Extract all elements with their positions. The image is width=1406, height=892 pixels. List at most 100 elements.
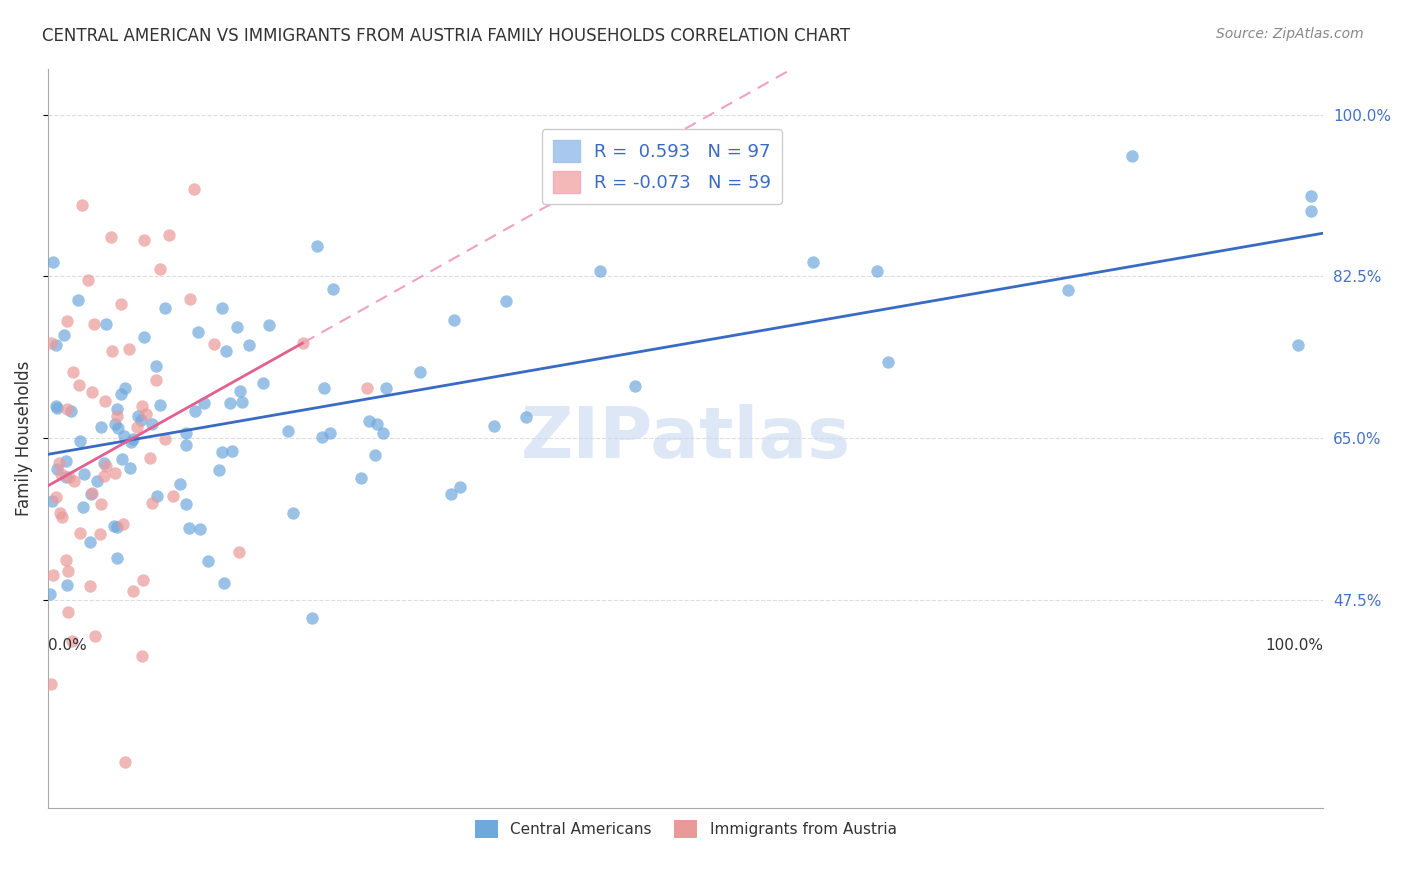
Point — [105, 519, 128, 533]
Point — [94, 394, 117, 409]
Point — [187, 325, 209, 339]
Point — [371, 426, 394, 441]
Legend: Central Americans, Immigrants from Austria: Central Americans, Immigrants from Austr… — [468, 814, 903, 845]
Point — [105, 401, 128, 416]
Point — [56, 578, 79, 592]
Point — [1121, 149, 1143, 163]
Point — [174, 425, 197, 440]
Point — [72, 500, 94, 514]
Point — [515, 409, 537, 424]
Point — [374, 380, 396, 394]
Point — [238, 337, 260, 351]
Text: Source: ZipAtlas.com: Source: ZipAtlas.com — [1216, 27, 1364, 41]
Point — [131, 399, 153, 413]
Point — [215, 344, 238, 359]
Point — [70, 197, 93, 211]
Point — [134, 233, 156, 247]
Point — [58, 469, 80, 483]
Point — [90, 420, 112, 434]
Point — [48, 507, 70, 521]
Point — [623, 379, 645, 393]
Point — [69, 434, 91, 448]
Point — [131, 648, 153, 663]
Point — [1286, 338, 1309, 352]
Point — [1299, 204, 1322, 219]
Point — [118, 342, 141, 356]
Text: 0.0%: 0.0% — [48, 638, 87, 653]
Point — [312, 381, 335, 395]
Point — [114, 755, 136, 769]
Point — [211, 445, 233, 459]
Point — [197, 554, 219, 568]
Point — [589, 264, 612, 278]
Point — [45, 338, 67, 352]
Text: CENTRAL AMERICAN VS IMMIGRANTS FROM AUSTRIA FAMILY HOUSEHOLDS CORRELATION CHART: CENTRAL AMERICAN VS IMMIGRANTS FROM AUST… — [42, 27, 851, 45]
Point — [495, 293, 517, 308]
Text: 100.0%: 100.0% — [1265, 638, 1323, 653]
Point — [38, 587, 60, 601]
Point — [366, 417, 388, 432]
Point — [443, 312, 465, 326]
Point — [121, 432, 143, 446]
Point — [46, 401, 69, 416]
Point — [69, 525, 91, 540]
Point — [145, 373, 167, 387]
Point — [111, 452, 134, 467]
Point — [41, 494, 63, 508]
Point — [45, 400, 67, 414]
Point — [482, 419, 505, 434]
Point — [105, 551, 128, 566]
Point — [183, 181, 205, 195]
Point — [105, 409, 128, 423]
Point — [89, 527, 111, 541]
Point — [112, 516, 135, 531]
Point — [96, 459, 118, 474]
Point — [45, 462, 67, 476]
Y-axis label: Family Households: Family Households — [15, 360, 32, 516]
Point — [41, 568, 63, 582]
Point — [80, 485, 103, 500]
Point — [66, 293, 89, 308]
Point — [135, 407, 157, 421]
Point — [62, 475, 84, 489]
Point — [58, 606, 80, 620]
Point — [162, 489, 184, 503]
Point — [121, 583, 143, 598]
Point — [56, 564, 79, 578]
Point — [104, 417, 127, 431]
Point — [202, 336, 225, 351]
Point — [1057, 283, 1080, 297]
Point — [174, 497, 197, 511]
Point — [93, 468, 115, 483]
Point — [48, 457, 70, 471]
Point — [183, 404, 205, 418]
Point — [53, 327, 76, 342]
Point — [801, 254, 824, 268]
Point — [60, 404, 83, 418]
Point — [120, 434, 142, 449]
Point — [112, 429, 135, 443]
Point — [141, 496, 163, 510]
Point — [132, 573, 155, 587]
Point — [67, 378, 90, 392]
Point — [86, 475, 108, 489]
Point — [146, 489, 169, 503]
Point — [101, 343, 124, 358]
Point — [42, 255, 65, 269]
Point — [55, 454, 77, 468]
Point — [449, 480, 471, 494]
Point — [132, 330, 155, 344]
Point — [364, 448, 387, 462]
Point — [225, 319, 247, 334]
Point — [228, 545, 250, 559]
Point — [350, 471, 373, 485]
Point — [179, 292, 201, 306]
Point — [55, 552, 77, 566]
Point — [39, 677, 62, 691]
Point — [193, 396, 215, 410]
Point — [409, 365, 432, 379]
Point — [110, 386, 132, 401]
Point — [169, 476, 191, 491]
Point — [127, 409, 149, 423]
Point — [440, 487, 463, 501]
